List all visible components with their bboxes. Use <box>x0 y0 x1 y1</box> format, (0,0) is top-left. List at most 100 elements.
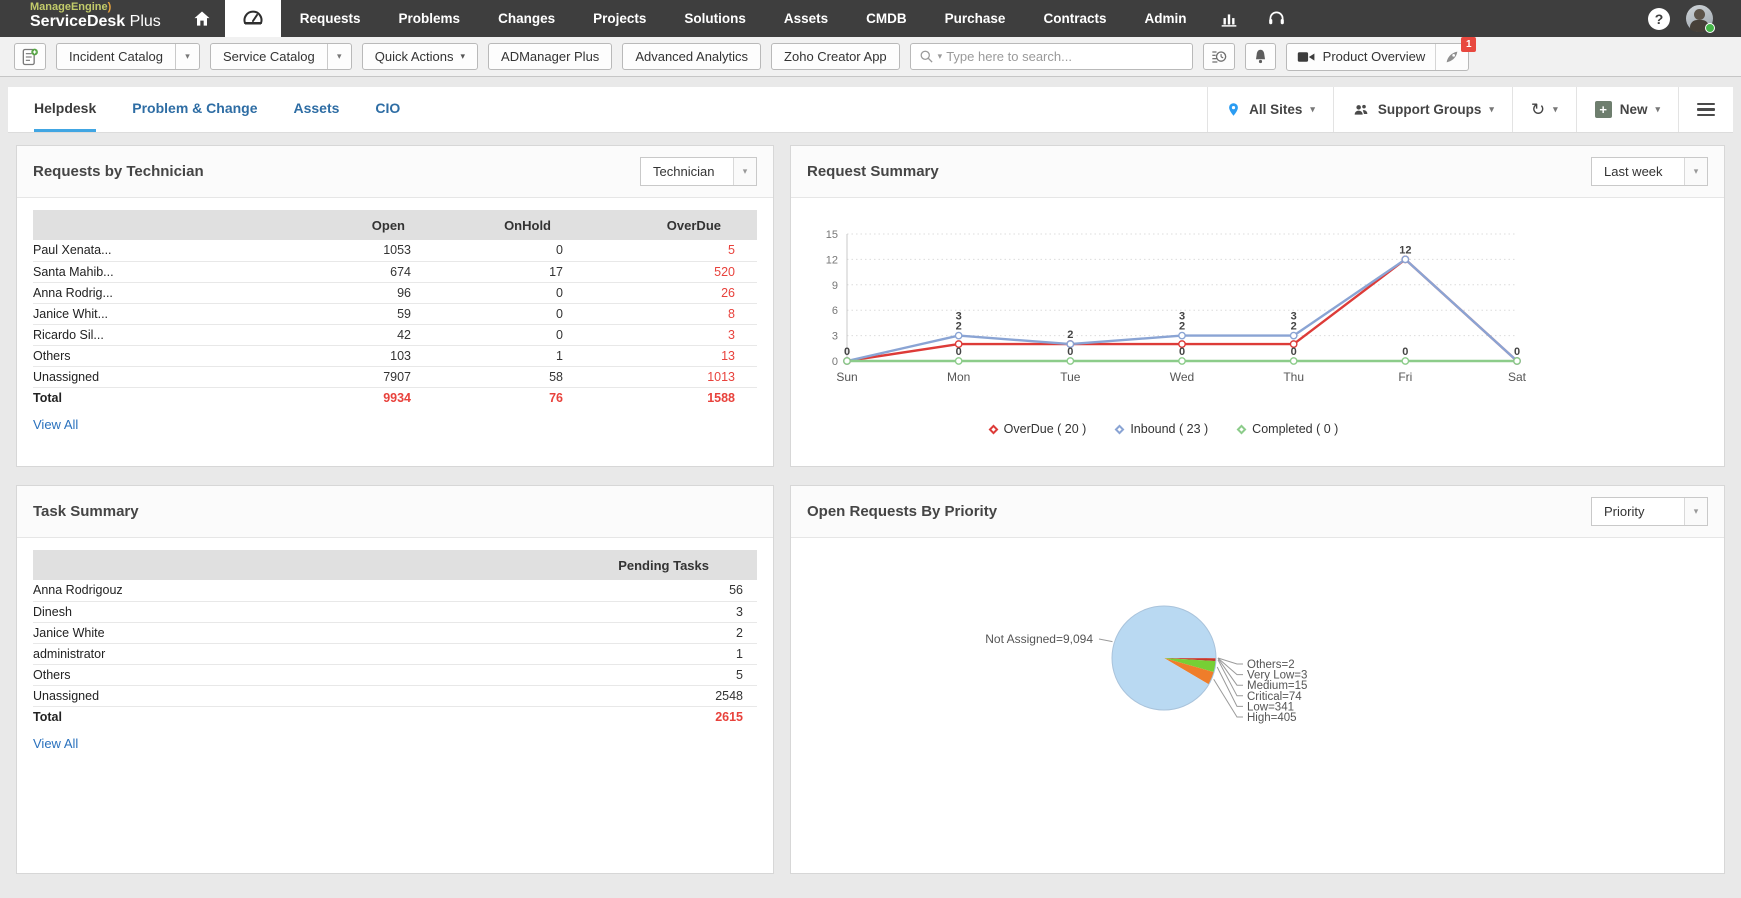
cell-name: Dinesh <box>33 601 547 623</box>
cell-overdue: 13 <box>591 345 757 367</box>
technician-filter-dropdown[interactable]: Technician ▾ <box>640 157 757 186</box>
support-groups-dropdown[interactable]: Support Groups ▾ <box>1332 87 1512 132</box>
chevron-down-icon: ▾ <box>1655 104 1660 114</box>
tab[interactable]: Helpdesk <box>34 87 97 132</box>
chevron-down-icon: ▾ <box>1489 104 1494 114</box>
nav-item[interactable]: Admin <box>1144 11 1187 26</box>
cell-overdue: 3 <box>591 324 757 346</box>
cell-name: Paul Xenata... <box>33 240 271 262</box>
avatar-silhouette-body <box>1690 20 1709 32</box>
task-summary-table: Pending Tasks Anna Rodrigouz 56 Dinesh 3 Jan… <box>33 550 757 727</box>
view-all-link[interactable]: View All <box>33 736 79 751</box>
location-pin-icon <box>1229 103 1238 116</box>
legend-marker-icon <box>1236 424 1247 434</box>
global-search[interactable]: ▾ <box>909 43 1193 70</box>
svg-text:0: 0 <box>844 346 850 358</box>
notifications-bell-icon[interactable] <box>1244 43 1276 70</box>
cell-name: Others <box>33 345 271 367</box>
svg-text:2: 2 <box>1067 329 1073 341</box>
zoho-creator-app-button[interactable]: Zoho Creator App <box>771 43 900 70</box>
cell-value: 1 <box>547 643 757 665</box>
column-header-name[interactable] <box>33 550 547 580</box>
all-sites-dropdown[interactable]: All Sites ▾ <box>1207 87 1333 132</box>
legend-marker-icon <box>1114 424 1125 434</box>
table-row: Others 5 <box>33 664 757 686</box>
help-icon[interactable]: ? <box>1648 7 1670 30</box>
quick-actions-button[interactable]: Quick Actions ▾ <box>361 43 479 70</box>
column-header-open[interactable]: Open <box>271 210 431 240</box>
nav-item[interactable]: Contracts <box>1043 11 1107 26</box>
admanager-plus-button[interactable]: ADManager Plus <box>488 43 613 70</box>
chevron-down-icon: ▾ <box>733 158 756 185</box>
cell-open: 42 <box>271 324 431 346</box>
table-row: Others 103 1 13 <box>33 345 757 367</box>
column-header-pending-tasks[interactable]: Pending Tasks <box>547 550 757 580</box>
new-request-icon[interactable] <box>14 43 46 70</box>
tab[interactable]: CIO <box>375 100 401 116</box>
svg-text:0: 0 <box>956 346 962 358</box>
nav-item[interactable]: Changes <box>498 11 556 26</box>
nav-item[interactable]: CMDB <box>866 11 907 26</box>
recent-items-icon[interactable] <box>1202 43 1235 70</box>
table-row: Unassigned 7907 58 1013 <box>33 366 757 388</box>
table-row: Dinesh 3 <box>33 601 757 623</box>
refresh-dropdown[interactable]: ↻ ▾ <box>1511 87 1576 132</box>
chevron-down-icon: ▾ <box>1684 158 1707 185</box>
legend-item[interactable]: Completed ( 0 ) <box>1236 422 1338 436</box>
table-header-row: Open OnHold OverDue <box>33 210 757 240</box>
requests-by-technician-panel: Requests by Technician Technician ▾ Open… <box>16 145 774 467</box>
user-avatar[interactable] <box>1686 5 1715 33</box>
hamburger-menu-icon[interactable] <box>1678 87 1733 132</box>
svg-text:0: 0 <box>1179 346 1185 358</box>
headset-icon[interactable] <box>1253 0 1300 37</box>
nav-item[interactable]: Assets <box>783 11 829 26</box>
nav-item[interactable]: Requests <box>299 11 361 26</box>
search-input[interactable] <box>946 49 1184 64</box>
reports-chart-icon[interactable] <box>1205 0 1253 37</box>
people-icon <box>1354 104 1368 115</box>
cell-open: 674 <box>271 261 431 283</box>
refresh-icon: ↻ <box>1530 99 1546 119</box>
home-icon[interactable] <box>179 0 225 37</box>
requests-by-technician-table: Open OnHold OverDue Paul Xenata... 1053 0 5… <box>33 210 757 408</box>
new-dropdown[interactable]: + New ▾ <box>1575 87 1678 132</box>
view-all-link[interactable]: View All <box>33 417 79 432</box>
tab[interactable]: Assets <box>293 100 340 116</box>
legend-item[interactable]: OverDue ( 20 ) <box>988 422 1086 436</box>
nav-item[interactable]: Solutions <box>684 11 746 26</box>
svg-text:12: 12 <box>826 254 838 266</box>
view-controls: All Sites ▾ Support Groups ▾ ↻ ▾ + New <box>1207 87 1733 132</box>
cell-overdue: 26 <box>591 282 757 304</box>
dashboard-gauge-icon[interactable] <box>224 0 281 37</box>
cell-value: 3 <box>547 601 757 623</box>
column-header-overdue[interactable]: OverDue <box>591 210 757 240</box>
column-header-name[interactable] <box>33 210 271 240</box>
cell-open: 103 <box>271 345 431 367</box>
incident-catalog-dropdown[interactable]: Incident Catalog ▾ <box>56 43 200 70</box>
tab[interactable]: Problem & Change <box>132 100 258 116</box>
advanced-analytics-button[interactable]: Advanced Analytics <box>622 43 762 70</box>
nav-item[interactable]: Projects <box>593 11 647 26</box>
legend-item[interactable]: Inbound ( 23 ) <box>1114 422 1208 436</box>
table-row: Anna Rodrig... 96 0 26 <box>33 282 757 304</box>
app-logo[interactable]: ManageEngine) ServiceDesk Plus <box>0 0 179 37</box>
notification-badge: 1 <box>1461 36 1477 52</box>
cell-name: Anna Rodrigouz <box>33 580 547 602</box>
open-requests-by-priority-panel: Open Requests By Priority Priority ▾ Not… <box>790 485 1725 874</box>
svg-text:Very Low=3: Very Low=3 <box>1247 670 1307 682</box>
priority-filter-dropdown[interactable]: Priority ▾ <box>1591 497 1708 526</box>
service-catalog-dropdown[interactable]: Service Catalog ▾ <box>209 43 352 70</box>
table-row: Paul Xenata... 1053 0 5 <box>33 240 757 262</box>
cell-name: Unassigned <box>33 366 271 388</box>
period-filter-dropdown[interactable]: Last week ▾ <box>1591 157 1708 186</box>
nav-item[interactable]: Purchase <box>944 11 1006 26</box>
column-header-onhold[interactable]: OnHold <box>431 210 591 240</box>
table-row: Ricardo Sil... 42 0 3 <box>33 324 757 346</box>
product-overview-button[interactable]: Product Overview 1 <box>1285 36 1477 71</box>
svg-text:3: 3 <box>1179 311 1185 323</box>
cell-name: Others <box>33 664 547 686</box>
chevron-down-icon: ▾ <box>1310 104 1315 114</box>
nav-item[interactable]: Problems <box>398 11 461 26</box>
tab-row-wrap: Helpdesk Problem & Change Assets CIO All Si… <box>0 77 1741 133</box>
